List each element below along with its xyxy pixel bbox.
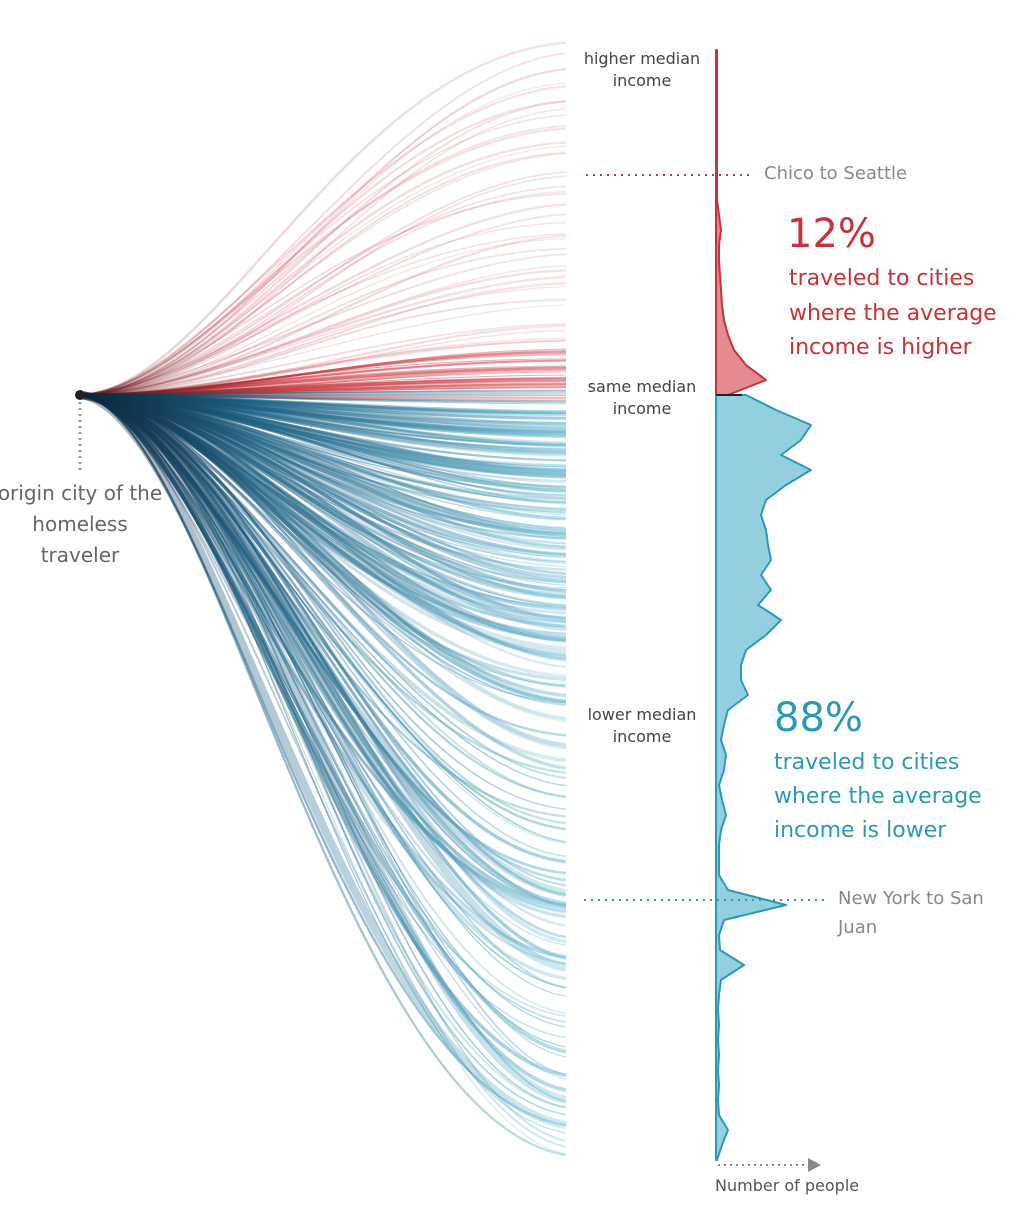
flow-line: [79, 253, 567, 396]
flow-line: [79, 233, 567, 396]
flow-line: [79, 391, 567, 1129]
x-arrow-head-icon: [808, 1158, 821, 1172]
flow-line: [79, 394, 567, 1155]
label-same-median-income: same median income: [562, 376, 722, 420]
lower-text-1: traveled to cities: [774, 750, 960, 775]
flow-line: [79, 393, 567, 825]
flow-line: [79, 285, 567, 396]
annotation-newyork-sanjuan-1: New York to San: [838, 888, 984, 909]
density-higher-area: [715, 49, 767, 396]
flow-line: [79, 304, 567, 396]
lower-percent: 88%: [774, 695, 863, 741]
lower-text-3: income is lower: [774, 818, 947, 843]
flow-line: [79, 393, 567, 737]
label-text: higher median income: [583, 49, 701, 90]
flow-line: [79, 391, 567, 1104]
x-axis-label: Number of people: [715, 1176, 860, 1195]
annotation-chico-seattle: Chico to Seattle: [764, 163, 908, 184]
label-text: lower median income: [587, 705, 697, 746]
origin-label: origin city of the homeless traveler: [0, 481, 163, 567]
annotation-newyork-sanjuan-2: Juan: [838, 917, 878, 938]
higher-percent: 12%: [787, 211, 876, 257]
flow-lines: [79, 41, 567, 1157]
flow-line: [79, 127, 567, 397]
label-text: same median income: [587, 377, 697, 418]
flow-line: [79, 41, 567, 397]
flow-line: [79, 192, 567, 396]
flow-line: [79, 125, 567, 396]
label-lower-median-income: lower median income: [562, 704, 722, 748]
flow-line: [79, 393, 567, 497]
density-plot: [715, 49, 812, 1161]
higher-text-3: income is higher: [789, 335, 972, 360]
density-lower-area: [715, 394, 812, 1161]
flow-line: [79, 85, 567, 397]
higher-text-1: traveled to cities: [789, 266, 975, 291]
origin-dot: [75, 390, 85, 400]
flow-line: [79, 100, 567, 397]
higher-text-2: where the average: [789, 301, 997, 326]
lower-text-2: where the average: [774, 784, 982, 809]
flow-line: [79, 393, 567, 750]
label-higher-median-income: higher median income: [562, 48, 722, 92]
